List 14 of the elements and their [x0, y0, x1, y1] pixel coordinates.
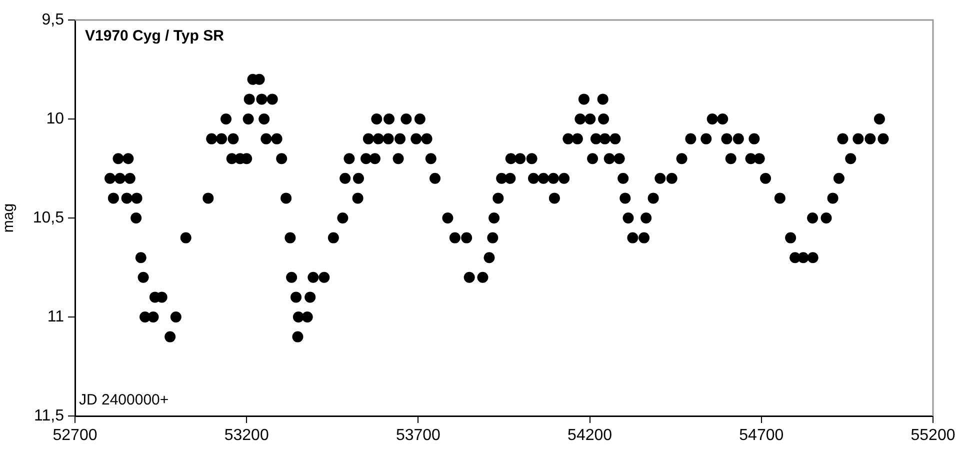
x-tick-label: 54700 [739, 427, 784, 444]
x-tick-label: 52700 [52, 427, 98, 444]
x-tick-label: 54200 [568, 427, 612, 444]
x-tick-label: 53700 [396, 427, 441, 444]
y-tick-label: 11,5 [34, 407, 64, 424]
y-tick-label: 11 [47, 308, 64, 326]
text: V1970 Cyg / Typ SR [85, 28, 224, 45]
y-tick-label: 10 [46, 110, 64, 128]
annotation: JD 2400000+ [79, 392, 169, 409]
y-axis-title: mag [0, 203, 18, 233]
x-tick-label: 53200 [224, 427, 269, 444]
x-tick-label: 55200 [910, 427, 956, 444]
y-tick-label: 9,5 [42, 11, 64, 28]
y-tick-label: 10,5 [32, 209, 64, 226]
